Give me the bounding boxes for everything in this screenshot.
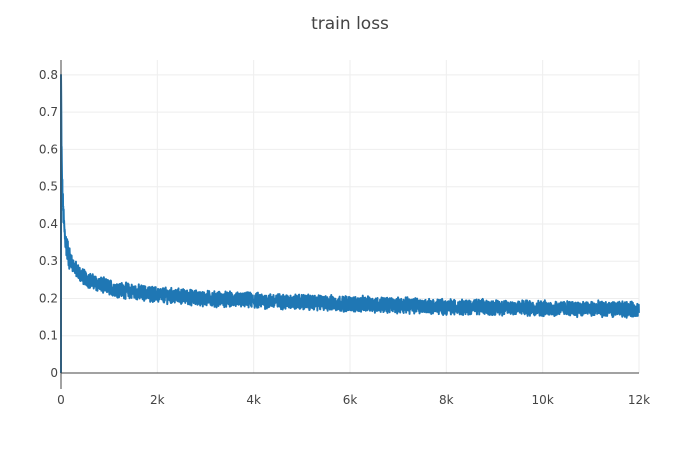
y-tick-label: 0.6	[39, 142, 58, 156]
series-layer	[60, 73, 640, 373]
y-tick-label: 0.7	[39, 105, 58, 119]
x-tick-label: 10k	[532, 393, 554, 407]
y-tick-label: 0.2	[39, 291, 58, 305]
y-tick-label: 0.4	[39, 217, 58, 231]
y-tick-label: 0.1	[39, 329, 58, 343]
y-tick-label: 0.5	[39, 180, 58, 194]
y-tick-label: 0	[50, 366, 58, 380]
x-tick-label: 2k	[150, 393, 165, 407]
x-tick-label: 0	[57, 393, 65, 407]
axes	[60, 60, 639, 389]
grid	[61, 60, 640, 373]
x-tick-label: 6k	[343, 393, 358, 407]
y-tick-label: 0.8	[39, 68, 58, 82]
tick-labels: 0 2k 4k 6k 8k 10k 12k 0 0.1 0.2 0.3 0.4 0.5 0.6 0.7 0.8	[39, 68, 650, 407]
x-tick-label: 4k	[246, 393, 261, 407]
y-tick-label: 0.3	[39, 254, 58, 268]
chart-title: train loss	[311, 14, 389, 34]
loss-series-line	[60, 73, 640, 373]
x-tick-label: 8k	[439, 393, 454, 407]
x-tick-label: 12k	[628, 393, 650, 407]
